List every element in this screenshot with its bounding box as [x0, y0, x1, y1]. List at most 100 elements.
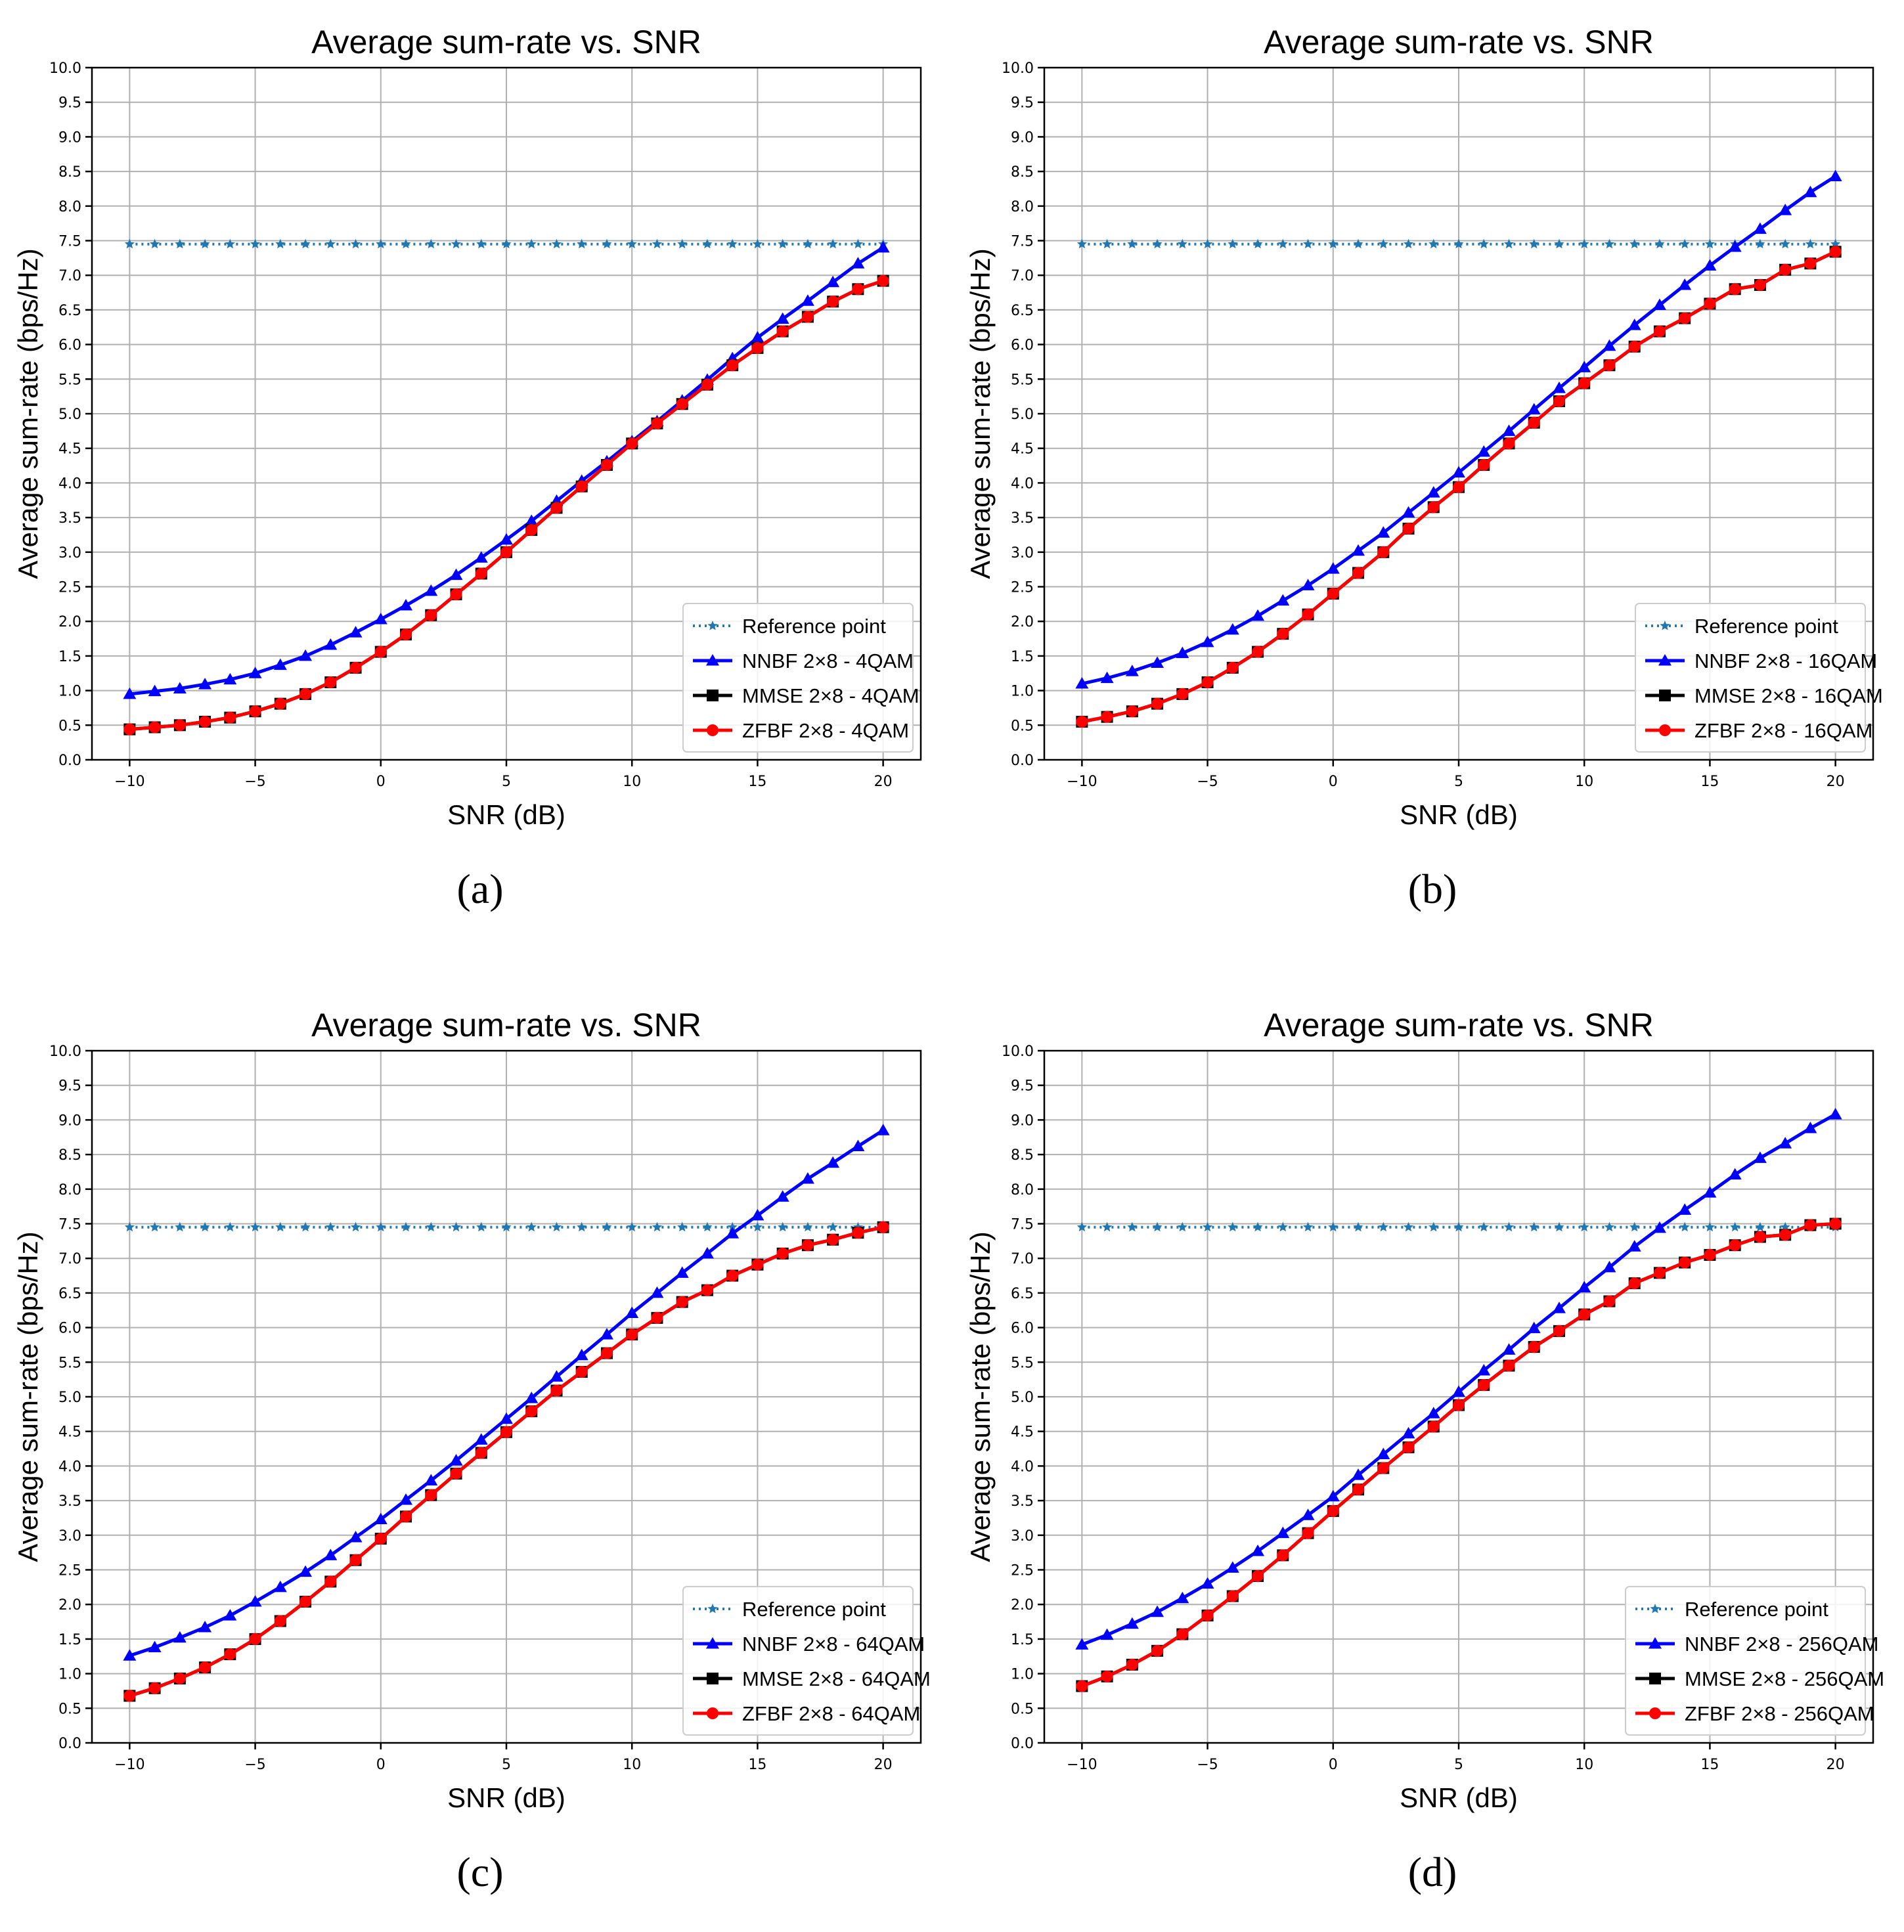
data-point: [1276, 1526, 1290, 1539]
data-point: [803, 1221, 813, 1232]
y-tick-label: 2.5: [58, 580, 81, 596]
data-point: [1679, 1256, 1691, 1269]
data-point: [525, 1392, 539, 1403]
data-point: [374, 646, 387, 658]
legend-label: Reference point: [742, 615, 886, 638]
data-point: [1201, 1577, 1214, 1589]
data-point: [575, 480, 588, 493]
data-point: [1804, 185, 1817, 198]
data-point: [1177, 238, 1187, 249]
data-point: [1453, 1399, 1465, 1411]
legend-label: Reference point: [1685, 1598, 1828, 1621]
data-point: [1228, 1221, 1238, 1232]
data-point: [1076, 716, 1088, 728]
data-point: [426, 1221, 436, 1232]
y-tick-label: 3.5: [58, 510, 81, 527]
data-point: [526, 1221, 537, 1232]
data-point: [1755, 1221, 1765, 1232]
y-tick-label: 8.0: [58, 1182, 81, 1198]
legend-box: [682, 603, 914, 753]
data-point: [1553, 395, 1565, 408]
data-point: [451, 1221, 462, 1232]
data-point: [1427, 486, 1440, 498]
data-point: [300, 238, 311, 249]
data-point: [1679, 238, 1690, 249]
data-point: [175, 1221, 185, 1232]
legend-swatch-marker: [1649, 1707, 1661, 1719]
data-point: [1604, 1221, 1615, 1232]
data-point: [1276, 594, 1290, 606]
data-point: [1554, 238, 1564, 249]
data-point: [1328, 238, 1339, 249]
data-point: [1326, 1489, 1340, 1502]
y-axis-label: Average sum-rate (bps/Hz): [12, 1231, 43, 1562]
data-point: [150, 1221, 160, 1232]
x-tick-label: −5: [1197, 774, 1218, 790]
data-point: [425, 1489, 437, 1501]
data-point: [299, 649, 313, 661]
y-tick-label: 8.5: [58, 1147, 81, 1164]
y-tick-label: 2.0: [58, 614, 81, 630]
data-point: [1503, 1359, 1515, 1372]
data-point: [476, 1221, 487, 1232]
data-point: [1075, 677, 1089, 689]
data-point: [1327, 1504, 1339, 1517]
data-point: [826, 1156, 840, 1168]
x-tick-label: 0: [1329, 774, 1338, 790]
data-point: [199, 1661, 211, 1674]
y-tick-label: 9.0: [1011, 1112, 1034, 1129]
data-point: [1328, 1221, 1339, 1232]
data-point: [702, 1221, 713, 1232]
legend: Reference point NNBF 2×8 - 16QAM MMSE 2×8 …: [1635, 603, 1883, 753]
data-point: [1780, 238, 1790, 249]
y-tick-label: 4.0: [1011, 1459, 1034, 1475]
y-tick-label: 3.0: [1011, 1528, 1034, 1545]
y-tick-label: 5.0: [1011, 406, 1034, 423]
y-tick-label: 8.5: [1011, 164, 1034, 181]
y-tick-label: 9.5: [58, 1078, 81, 1095]
data-point: [1377, 526, 1390, 538]
data-point: [876, 241, 890, 253]
data-point: [1603, 1295, 1616, 1307]
data-point: [476, 238, 487, 249]
data-point: [1828, 1107, 1842, 1120]
y-tick-label: 1.0: [1011, 684, 1034, 700]
y-tick-label: 7.0: [58, 1251, 81, 1267]
legend: Reference point NNBF 2×8 - 64QAM MMSE 2×8 …: [682, 1586, 931, 1736]
legend-swatch-marker: [706, 654, 719, 666]
data-point: [1076, 1221, 1087, 1232]
y-tick-label: 0.5: [58, 1701, 81, 1717]
data-point: [1704, 238, 1715, 249]
data-point: [1226, 1561, 1239, 1573]
data-point: [801, 294, 814, 306]
legend-swatch-marker: [1649, 1673, 1661, 1684]
data-point: [349, 1554, 362, 1566]
data-point: [1527, 403, 1541, 415]
data-point: [1477, 445, 1491, 457]
y-tick-label: 8.5: [58, 164, 81, 181]
y-tick-label: 3.0: [1011, 545, 1034, 561]
legend-swatch-marker: [707, 1707, 719, 1719]
y-tick-label: 7.5: [58, 234, 81, 250]
data-point: [425, 609, 437, 621]
data-point: [1502, 1343, 1516, 1355]
data-point: [449, 1453, 463, 1466]
data-point: [778, 238, 788, 249]
y-tick-label: 5.5: [1011, 372, 1034, 388]
x-tick-label: 20: [874, 1757, 893, 1773]
data-point: [1753, 222, 1767, 234]
x-tick-label: 0: [1329, 1757, 1338, 1773]
y-tick-label: 0.5: [1011, 718, 1034, 734]
data-point: [1151, 656, 1164, 668]
data-point: [450, 1467, 462, 1480]
data-point: [1679, 312, 1691, 324]
data-point: [148, 1682, 161, 1694]
x-axis-label: SNR (dB): [447, 799, 565, 830]
data-point: [124, 238, 135, 249]
data-point: [123, 1649, 137, 1661]
legend: Reference point NNBF 2×8 - 4QAM MMSE 2×8 -…: [682, 603, 919, 753]
y-tick-label: 9.0: [1011, 129, 1034, 146]
data-point: [1552, 1302, 1566, 1313]
y-tick-label: 6.0: [58, 1321, 81, 1337]
data-point: [828, 1221, 838, 1232]
